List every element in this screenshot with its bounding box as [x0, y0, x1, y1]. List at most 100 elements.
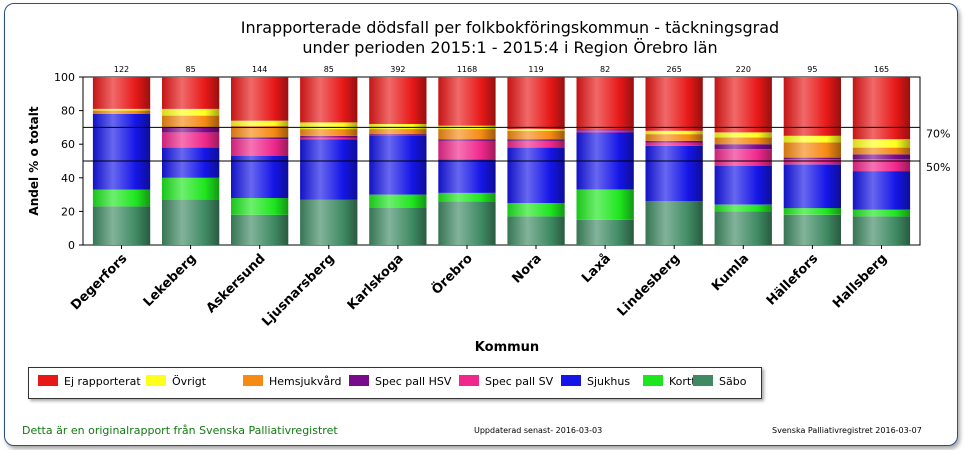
bar-segment-0-10	[783, 214, 841, 245]
bar-segment-7-11	[852, 77, 911, 140]
bar-segment-3-11	[852, 159, 911, 172]
bar-segment-3-3	[300, 137, 358, 140]
legend-swatch	[693, 375, 713, 386]
y-tick-label: 60	[61, 138, 75, 151]
bar-segment-2-11	[852, 171, 911, 210]
bar-segment-6-9	[714, 132, 772, 138]
y-tick-label: 80	[61, 105, 75, 118]
y-tick-label: 100	[54, 71, 75, 84]
category-label: Degerfors	[68, 251, 130, 313]
bar-segment-5-6	[507, 130, 565, 140]
bar-segment-5-3	[300, 129, 358, 136]
bar-segment-4-6	[507, 139, 565, 141]
bar-segment-4-9	[714, 144, 772, 150]
bar-segment-0-1	[162, 199, 220, 245]
bar-segment-4-11	[852, 154, 911, 160]
category-label: Hällefors	[764, 251, 822, 309]
bar-segment-6-0	[92, 108, 151, 111]
total-label: 85	[324, 65, 334, 74]
bar-segment-4-5	[438, 139, 496, 141]
category-label: Karlskoga	[345, 251, 407, 313]
bar-segment-6-1	[162, 108, 220, 116]
bar-segment-0-5	[438, 201, 496, 245]
bar-segment-0-2	[231, 214, 289, 245]
legend-item: Sjukhus	[561, 375, 630, 389]
bar-segment-3-10	[783, 159, 841, 165]
bar-segment-1-2	[231, 198, 289, 215]
bar-segment-4-7	[576, 129, 634, 131]
category-label: Örebro	[428, 250, 475, 297]
legend-label: Spec pall HSV	[375, 375, 452, 388]
bar-segment-3-6	[507, 140, 565, 148]
bar-segment-2-10	[783, 164, 841, 209]
legend-label: Ej rapporterat	[64, 375, 141, 388]
bar-segment-6-3	[300, 122, 358, 130]
bar-segment-0-0	[92, 206, 151, 245]
legend-item: Ej rapporterat	[38, 375, 141, 389]
footer-updated: Uppdaterad senast- 2016-03-03	[474, 426, 603, 435]
legend-item: Säbo	[693, 375, 746, 389]
bar-segment-2-3	[300, 139, 358, 200]
legend-label: Spec pall SV	[485, 375, 554, 388]
footer-original-report: Detta är en originalrapport från Svenska…	[22, 424, 338, 437]
legend-swatch	[561, 375, 581, 386]
y-axis-title: Andel % o totalt	[27, 106, 41, 215]
reference-label-70: 70%	[926, 127, 950, 140]
bar-segment-0-3	[300, 199, 358, 245]
category-label: Nora	[509, 251, 544, 286]
bar-segment-5-2	[231, 125, 289, 138]
bar-segment-2-6	[507, 147, 565, 203]
total-label: 165	[874, 65, 889, 74]
bar-segment-0-4	[369, 208, 427, 245]
bar-segment-7-5	[438, 77, 496, 126]
bar-segment-5-11	[852, 147, 911, 155]
bar-segment-2-8	[645, 145, 703, 202]
chart-title-line1: Inrapporterade dödsfall per folkbokförin…	[240, 18, 780, 37]
bar-segment-0-11	[852, 216, 911, 245]
bar-segment-6-2	[231, 120, 289, 126]
bar-segment-2-4	[369, 135, 427, 195]
total-label: 122	[114, 65, 129, 74]
legend-label: Säbo	[719, 375, 747, 388]
total-label: 119	[528, 65, 543, 74]
bar-segment-7-6	[507, 77, 565, 130]
legend-label: Övrigt	[172, 375, 207, 388]
bar-segment-1-11	[852, 209, 911, 217]
bar-segment-2-9	[714, 166, 772, 205]
total-label: 265	[667, 65, 682, 74]
bar-segment-1-4	[369, 194, 427, 208]
bar-segment-2-5	[438, 159, 496, 193]
reference-label-50: 50%	[926, 161, 950, 174]
bar-segment-0-8	[645, 201, 703, 245]
bar-segment-6-11	[852, 139, 911, 148]
footer-registry-date: Svenska Palliativregistret 2016-03-07	[772, 426, 922, 435]
bar-segment-1-9	[714, 204, 772, 212]
bar-segment-7-10	[783, 77, 841, 136]
bar-segment-7-9	[714, 77, 772, 133]
legend-item: Spec pall SV	[459, 375, 553, 389]
total-label: 220	[736, 65, 751, 74]
legend-swatch	[38, 375, 58, 386]
legend-swatch	[146, 375, 166, 386]
x-axis-title: Kommun	[475, 340, 539, 355]
legend-label: Hemsjukvård	[269, 375, 342, 388]
bar-segment-0-9	[714, 211, 772, 245]
bar-segment-1-1	[162, 177, 220, 200]
bar-segment-7-0	[92, 77, 151, 109]
bar-segment-1-6	[507, 203, 565, 217]
bar-segment-5-8	[645, 134, 703, 141]
bar-segment-7-2	[231, 77, 289, 121]
bar-segment-3-1	[162, 132, 220, 148]
total-label: 1168	[457, 65, 477, 74]
bar-segment-5-4	[369, 129, 427, 135]
chart-title: Inrapporterade dödsfall per folkbokförin…	[130, 18, 890, 58]
bar-segment-5-5	[438, 129, 496, 140]
bar-segment-6-8	[645, 130, 703, 135]
legend-label: Sjukhus	[587, 375, 631, 388]
legend-item: Hemsjukvård	[243, 375, 341, 389]
bar-segment-6-4	[369, 124, 427, 129]
legend-swatch	[243, 375, 263, 386]
bar-segment-2-1	[162, 147, 220, 178]
legend-swatch	[459, 375, 479, 386]
legend-item: Övrigt	[146, 375, 206, 389]
